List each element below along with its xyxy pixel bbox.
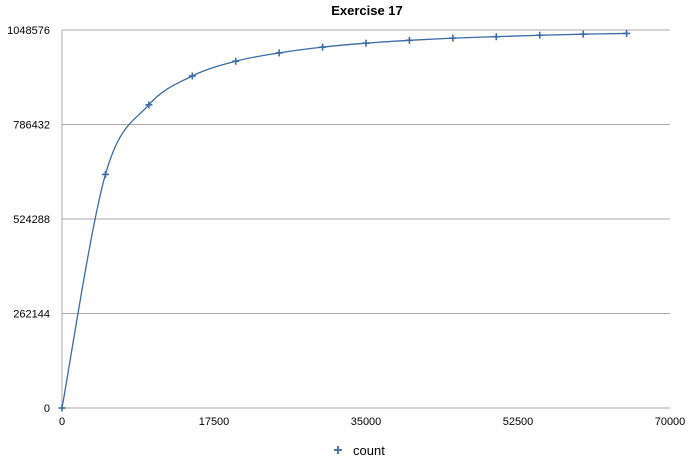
chart-title: Exercise 17: [331, 3, 403, 18]
data-point-2: [145, 101, 153, 109]
data-point-13: [623, 29, 631, 37]
data-point-4: [232, 57, 240, 65]
data-point-11: [536, 31, 544, 39]
x-tick-label-3: 52500: [503, 416, 534, 428]
data-point-7: [362, 39, 370, 47]
series-markers-count: [58, 29, 631, 412]
legend-label-count: count: [353, 443, 385, 458]
data-point-12: [579, 30, 587, 38]
x-tick-label-4: 70000: [655, 416, 686, 428]
y-tick-label-0: 0: [44, 403, 50, 415]
x-tick-label-0: 0: [59, 416, 65, 428]
y-tick-label-2: 524288: [13, 214, 50, 226]
x-tick-label-1: 17500: [199, 416, 230, 428]
x-axis-ticks: 0 17500 35000 52500 70000: [59, 416, 685, 428]
data-point-6: [319, 43, 327, 51]
data-point-0: [58, 404, 66, 412]
x-tick-label-2: 35000: [351, 416, 382, 428]
series-line-count: [61, 32, 627, 409]
legend: count: [334, 443, 385, 458]
axes: [61, 30, 670, 409]
y-tick-label-4: 1048576: [7, 25, 50, 37]
data-point-10: [492, 33, 500, 41]
data-point-8: [405, 36, 413, 44]
y-axis-ticks: 0 262144 524288 786432 1048576: [7, 25, 50, 415]
legend-marker-count: [334, 446, 342, 454]
gridlines: [62, 29, 670, 314]
y-tick-label-1: 262144: [13, 309, 50, 321]
data-point-9: [449, 34, 457, 42]
data-point-3: [188, 72, 196, 80]
data-point-1: [101, 170, 109, 178]
y-tick-label-3: 786432: [13, 120, 50, 132]
data-point-5: [275, 49, 283, 57]
